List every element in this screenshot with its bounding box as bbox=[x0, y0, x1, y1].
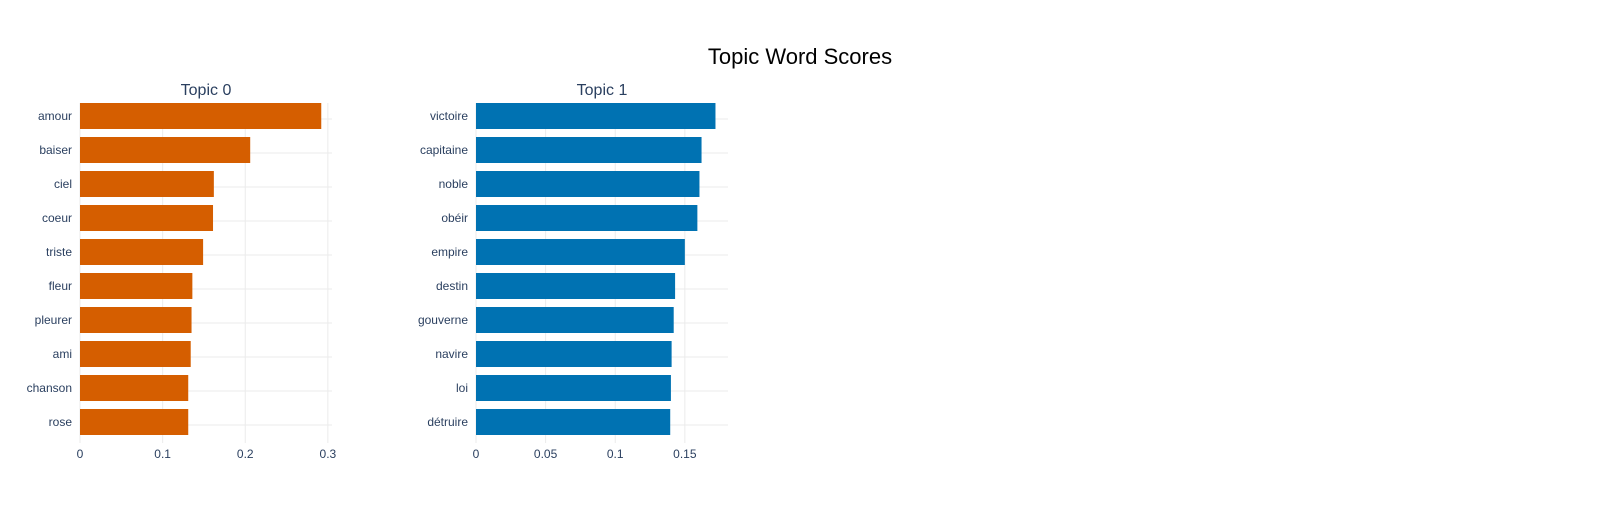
x-tick-label: 0 bbox=[77, 447, 84, 461]
x-tick-label: 0.15 bbox=[673, 447, 697, 461]
bar-amour bbox=[80, 103, 322, 129]
category-label: loi bbox=[456, 381, 468, 395]
category-label: détruire bbox=[427, 415, 468, 429]
bar-navire bbox=[476, 341, 672, 367]
category-label: destin bbox=[436, 279, 468, 293]
category-label: obéir bbox=[441, 211, 468, 225]
category-label: empire bbox=[431, 245, 468, 259]
x-tick-label: 0.1 bbox=[154, 447, 171, 461]
category-label: gouverne bbox=[418, 313, 468, 327]
bar-victoire bbox=[476, 103, 716, 129]
bar-triste bbox=[80, 239, 204, 265]
chart-title: Topic Word Scores bbox=[708, 44, 892, 69]
category-label: ami bbox=[53, 347, 72, 361]
category-label: fleur bbox=[49, 279, 72, 293]
bar-chanson bbox=[80, 375, 189, 401]
bar-destin bbox=[476, 273, 676, 299]
category-label: chanson bbox=[27, 381, 72, 395]
category-label: triste bbox=[46, 245, 72, 259]
x-tick-label: 0.3 bbox=[320, 447, 337, 461]
subplot-topic-1: Topic 1 victoire capitaine noble obéir empire… bbox=[418, 82, 728, 461]
x-tick-label: 0.2 bbox=[237, 447, 254, 461]
bar-obéir bbox=[476, 205, 698, 231]
category-label: baiser bbox=[39, 143, 72, 157]
x-tick-label: 0.1 bbox=[607, 447, 624, 461]
category-label: coeur bbox=[42, 211, 72, 225]
category-label: navire bbox=[435, 347, 468, 361]
subplot-title: Topic 1 bbox=[577, 82, 628, 99]
bar-empire bbox=[476, 239, 685, 265]
bar-baiser bbox=[80, 137, 251, 163]
bar-détruire bbox=[476, 409, 671, 435]
category-label: rose bbox=[49, 415, 73, 429]
bar-coeur bbox=[80, 205, 214, 231]
bar-fleur bbox=[80, 273, 193, 299]
category-label: amour bbox=[38, 109, 72, 123]
subplots-container: Topic 0 amour baiser ciel coeur triste fleur pl… bbox=[27, 82, 728, 461]
subplot-title: Topic 0 bbox=[181, 82, 232, 99]
bar-rose bbox=[80, 409, 189, 435]
bar-noble bbox=[476, 171, 700, 197]
category-label: pleurer bbox=[35, 313, 72, 327]
category-label: ciel bbox=[54, 177, 72, 191]
bar-loi bbox=[476, 375, 671, 401]
subplot-topic-0: Topic 0 amour baiser ciel coeur triste fleur pl… bbox=[27, 82, 337, 461]
bar-ciel bbox=[80, 171, 214, 197]
category-label: victoire bbox=[430, 109, 468, 123]
category-label: capitaine bbox=[420, 143, 468, 157]
bar-ami bbox=[80, 341, 191, 367]
category-label: noble bbox=[439, 177, 469, 191]
x-tick-label: 0 bbox=[473, 447, 480, 461]
bar-capitaine bbox=[476, 137, 702, 163]
x-tick-label: 0.05 bbox=[534, 447, 558, 461]
bar-gouverne bbox=[476, 307, 674, 333]
bar-pleurer bbox=[80, 307, 192, 333]
